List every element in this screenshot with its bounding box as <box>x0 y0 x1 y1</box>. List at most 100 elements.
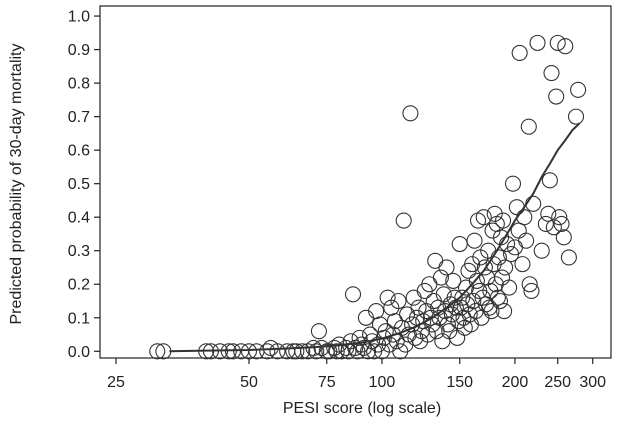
data-point <box>399 306 416 323</box>
data-point <box>504 175 522 192</box>
data-point <box>560 249 577 266</box>
y-tick-label: 0.2 <box>68 277 90 294</box>
data-point <box>469 212 487 229</box>
data-point <box>427 252 444 269</box>
data-point <box>445 272 462 289</box>
data-point <box>438 259 455 276</box>
data-point <box>533 242 550 259</box>
data-point <box>483 303 500 320</box>
data-point <box>508 199 525 216</box>
y-tick-label: 0.5 <box>68 176 90 193</box>
plot-frame <box>99 5 612 359</box>
data-point <box>351 329 368 346</box>
data-point <box>395 212 412 229</box>
data-point <box>371 316 389 333</box>
data-point <box>501 279 518 296</box>
x-tick-label: 300 <box>579 374 606 391</box>
y-tick-label: 1.0 <box>68 9 90 26</box>
data-point <box>435 286 452 303</box>
data-point <box>464 256 481 273</box>
data-point <box>557 38 574 55</box>
data-point <box>421 276 438 293</box>
y-tick-label: 0.1 <box>68 310 90 327</box>
data-point <box>294 343 311 360</box>
data-point <box>353 336 370 353</box>
data-point <box>149 343 166 360</box>
data-point <box>259 343 276 360</box>
x-tick-label: 75 <box>318 374 336 391</box>
data-point <box>570 81 587 98</box>
data-point <box>397 336 414 353</box>
y-tick-label: 0.9 <box>68 42 90 59</box>
data-point <box>529 34 546 51</box>
data-point <box>379 289 396 306</box>
data-point <box>405 289 422 306</box>
data-point <box>468 272 485 289</box>
data-point <box>439 316 456 333</box>
data-point <box>269 343 286 360</box>
data-point <box>510 222 527 239</box>
data-point <box>465 292 482 310</box>
x-tick-label: 200 <box>502 374 529 391</box>
data-point <box>495 212 512 229</box>
data-point <box>446 289 463 306</box>
data-point <box>451 235 468 253</box>
data-point <box>543 64 560 82</box>
data-point <box>402 105 419 122</box>
y-axis-title: Predicted probability of 30-day mortalit… <box>8 43 25 324</box>
x-tick-label: 100 <box>369 374 396 391</box>
y-tick-label: 0.4 <box>68 210 90 227</box>
data-point <box>496 303 513 320</box>
x-tick-label: 25 <box>107 374 125 391</box>
data-point <box>390 292 407 310</box>
data-point <box>475 209 492 226</box>
data-point <box>416 282 433 300</box>
data-point <box>279 343 296 360</box>
data-point <box>520 118 537 135</box>
data-point <box>537 215 554 232</box>
scatter-markers <box>149 34 587 360</box>
data-point <box>514 256 531 273</box>
data-point <box>392 343 409 360</box>
data-point <box>493 269 511 286</box>
data-point <box>432 269 449 286</box>
data-point <box>457 279 475 296</box>
data-point <box>240 343 258 360</box>
data-point <box>310 323 327 340</box>
data-point <box>518 232 535 249</box>
data-point <box>540 205 557 222</box>
data-point <box>419 326 436 343</box>
y-tick-label: 0.8 <box>68 76 90 93</box>
data-point <box>545 219 562 236</box>
data-point <box>489 289 506 306</box>
data-point <box>511 44 528 61</box>
data-point <box>541 172 558 189</box>
data-point <box>521 276 538 293</box>
data-point <box>288 343 305 360</box>
y-axis: 0.0 0.1 0.2 0.3 0.4 0.5 0.6 0.7 0.8 0.9 1.0 <box>68 9 100 361</box>
y-tick-label: 0.7 <box>68 109 90 126</box>
data-point <box>308 343 325 360</box>
x-tick-label: 50 <box>240 374 258 391</box>
y-tick-label: 0.6 <box>68 143 90 160</box>
data-point <box>491 292 509 310</box>
data-point <box>375 329 392 346</box>
data-point <box>407 329 424 346</box>
data-point <box>548 88 565 105</box>
x-axis-title: PESI score (log scale) <box>283 400 441 417</box>
data-point <box>551 209 568 226</box>
data-point <box>555 229 572 246</box>
x-tick-label: 150 <box>446 374 473 391</box>
y-tick-label: 0.3 <box>68 243 90 260</box>
x-axis: 25 50 75 100 150 200 250 300 <box>107 358 606 391</box>
y-tick-label: 0.0 <box>68 344 90 361</box>
data-point <box>523 282 540 300</box>
data-point <box>466 232 483 249</box>
data-point <box>497 259 514 276</box>
fitted-curve <box>169 122 581 353</box>
x-tick-label: 250 <box>544 374 571 391</box>
data-point <box>368 303 385 320</box>
data-point <box>486 205 503 222</box>
data-point <box>357 309 375 326</box>
